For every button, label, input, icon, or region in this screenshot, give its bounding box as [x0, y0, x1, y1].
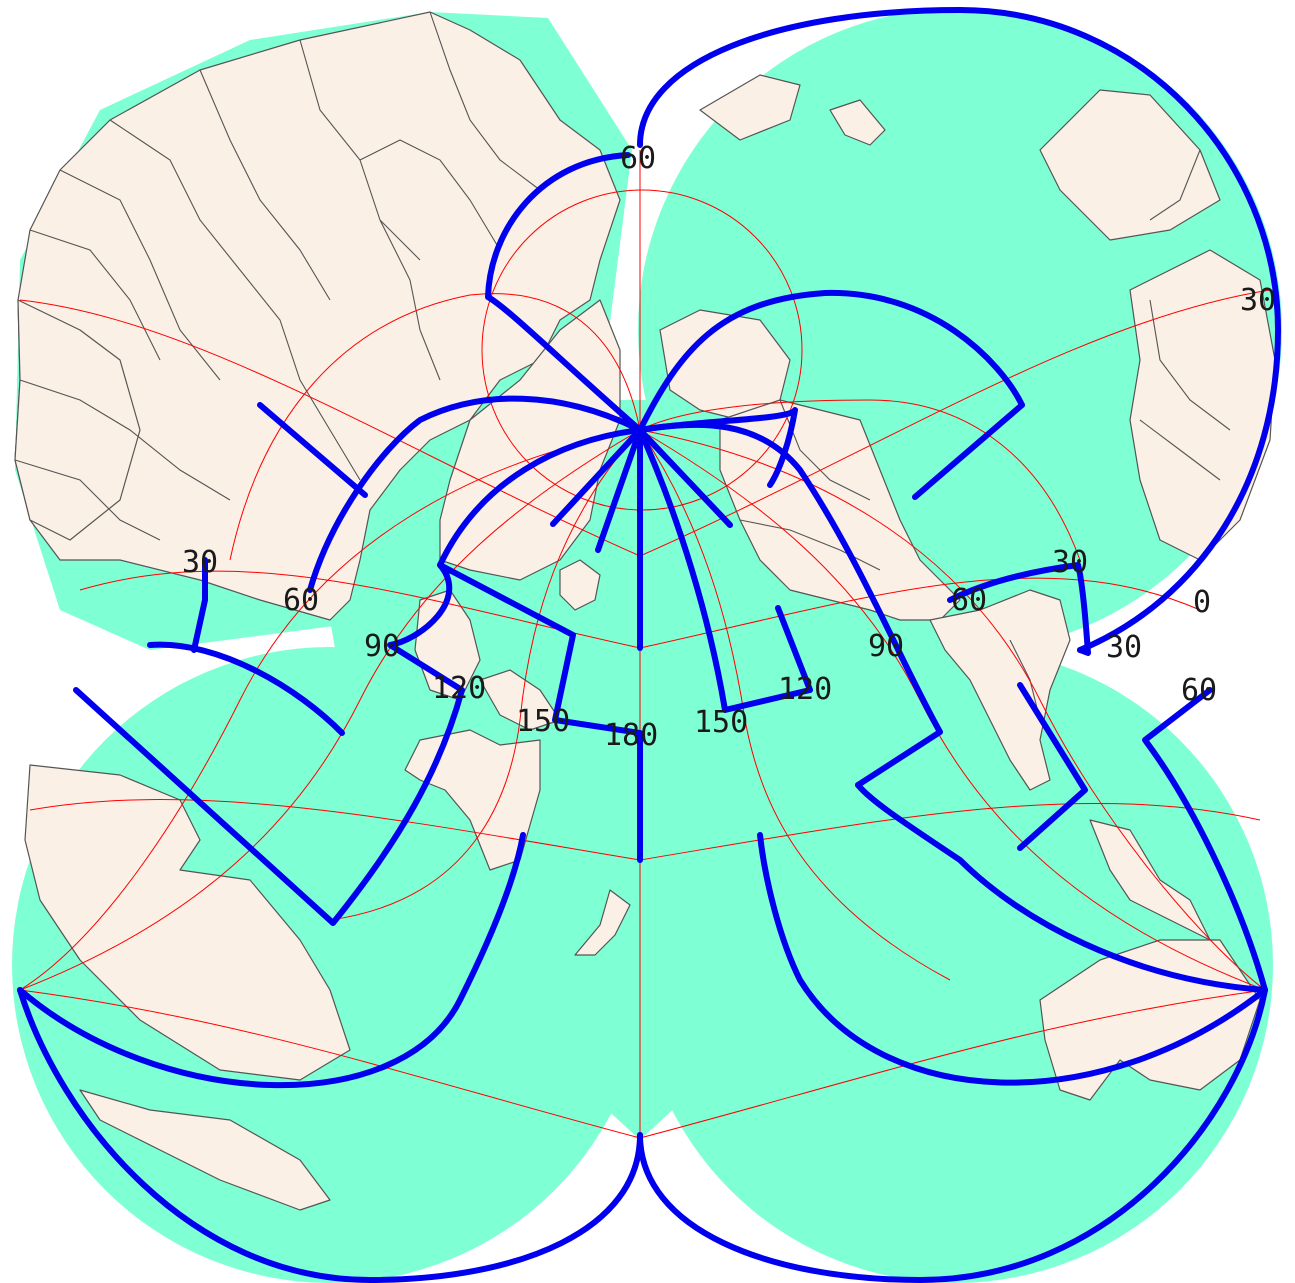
- boundary-ray: [637, 427, 813, 713]
- landmass-africa-northwest: [14, 299, 141, 541]
- label-lon-60-left: 60: [283, 583, 319, 618]
- landmass-south-america: [929, 589, 1071, 791]
- boundary-east-cut: [757, 832, 1268, 1086]
- label-lon-180: 180: [604, 718, 658, 753]
- boundary-antarctic-peninsula-cut: [1017, 682, 1088, 851]
- graticule-line: [639, 399, 1081, 561]
- landmass-australia: [404, 729, 541, 871]
- label-lon-60-right: 60: [951, 583, 987, 618]
- boundary-east-inner: [855, 782, 1268, 993]
- landmass-new-zealand: [574, 889, 631, 956]
- label-lon-120-left: 120: [432, 671, 486, 706]
- label-lon-120-right: 120: [778, 672, 832, 707]
- boundary-west-frame: [73, 562, 465, 926]
- boundary-ray: [637, 427, 733, 528]
- label-lat-60-right-lower: 60: [1181, 673, 1217, 708]
- landmass-europe-northeast: [1039, 89, 1221, 241]
- landmass-svalbard: [829, 99, 886, 146]
- graticule-line: [329, 429, 641, 921]
- label-lon-90-left: 90: [364, 629, 400, 664]
- boundary-southwest-lobe: [17, 987, 643, 1283]
- label-lat-30-right: 30: [1240, 283, 1276, 318]
- boundary-west-frame: [147, 641, 345, 736]
- boundary-ray: [595, 427, 643, 553]
- label-lat-30-left: 30: [182, 545, 218, 580]
- boundary-west-cut: [17, 832, 526, 1088]
- interruption-boundaries: [17, 7, 1281, 1283]
- landmass-antarctica-west: [24, 764, 351, 1081]
- label-lon-0: 0: [1193, 585, 1211, 620]
- graticule-line: [19, 429, 641, 991]
- boundary-north-petal-2: [307, 395, 643, 593]
- landmass-japan: [559, 559, 601, 611]
- label-lon-90-right: 90: [868, 629, 904, 664]
- boundary-southeast-lobe: [637, 987, 1268, 1283]
- graticule-line: [229, 293, 641, 561]
- landmass-africa-east: [1129, 249, 1276, 561]
- label-lat-30-right-lower: 30: [1106, 630, 1142, 665]
- label-lon-30-right: 30: [1052, 545, 1088, 580]
- landmass-greenland: [699, 74, 801, 141]
- boundary-east-inner-2: [1142, 687, 1268, 993]
- boundary-ray: [550, 427, 643, 527]
- graticule-labels: 60 30 30 60 90 120 150 180 150 120 90 60…: [182, 141, 1276, 753]
- boundary-northeast-petal: [637, 289, 1025, 500]
- country-borders: [14, 11, 1231, 721]
- boundary-north-petal: [485, 152, 643, 433]
- boundary-northeast-lobe: [637, 7, 1281, 653]
- landmass-antarctica-southwest: [79, 1089, 331, 1211]
- boundary-east-frame: [947, 562, 1091, 656]
- boundary-west-frame-2: [191, 557, 208, 653]
- label-lon-150-left: 150: [516, 704, 570, 739]
- label-lat-60-top: 60: [620, 141, 656, 176]
- graticule-line: [19, 429, 641, 991]
- boundary-west-frame: [257, 402, 368, 498]
- label-lon-150-right: 150: [694, 705, 748, 740]
- boundary-east-petal-small: [637, 407, 798, 488]
- graticule-line: [639, 429, 951, 981]
